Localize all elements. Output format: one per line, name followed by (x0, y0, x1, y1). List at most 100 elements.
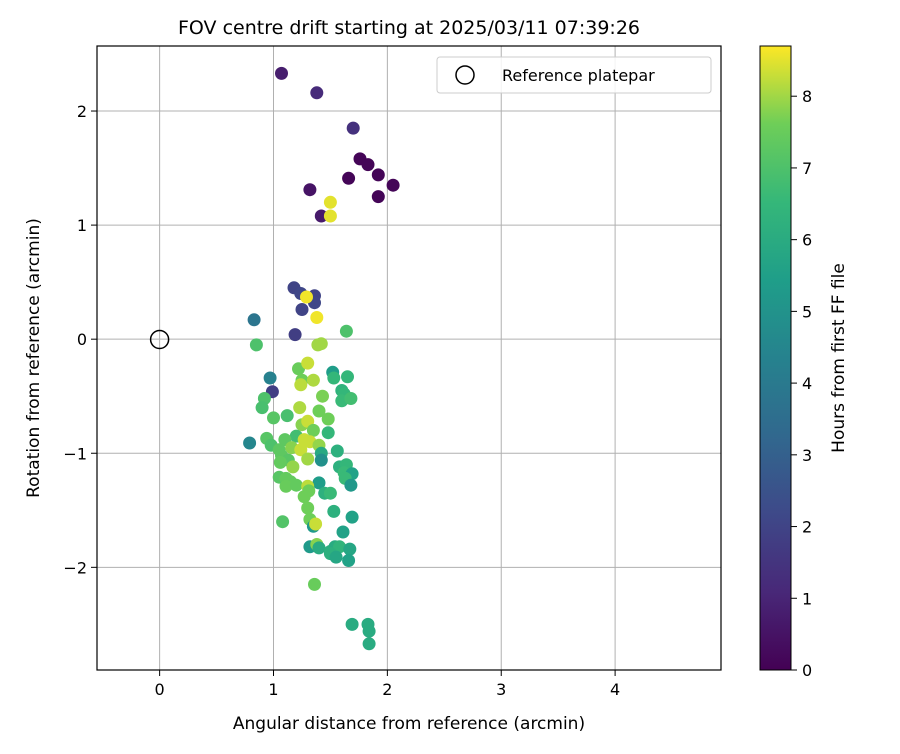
data-point (303, 183, 317, 197)
data-point (346, 121, 360, 135)
data-point (343, 542, 357, 556)
data-point (329, 550, 343, 564)
x-axis-label: Angular distance from reference (arcmin) (233, 714, 585, 734)
data-point (312, 404, 326, 418)
data-point (280, 409, 294, 423)
y-tick-label: −1 (63, 444, 87, 463)
data-point (297, 490, 311, 504)
data-point (288, 328, 302, 342)
colorbar-tick-label: 0 (802, 661, 812, 680)
data-point (306, 373, 320, 387)
data-point (345, 510, 359, 524)
data-point (301, 452, 315, 466)
plot-frame (96, 45, 722, 671)
reference-platepar-marker (149, 329, 170, 350)
data-point (309, 517, 323, 531)
data-point (330, 444, 344, 458)
data-point (243, 436, 257, 450)
colorbar-tick-label: 6 (802, 231, 812, 250)
data-point (249, 338, 263, 352)
data-point (294, 378, 308, 392)
data-point (314, 337, 328, 351)
data-point (333, 540, 346, 554)
data-point (327, 504, 341, 518)
data-point (306, 423, 320, 437)
data-point (316, 389, 329, 403)
data-point (267, 411, 280, 425)
data-point (345, 617, 359, 631)
data-point (301, 356, 315, 370)
y-tick-label: 0 (77, 330, 87, 349)
colorbar-ticks: 0 1 2 3 4 5 6 7 8 (791, 87, 812, 680)
data-point (308, 577, 321, 591)
x-tick-label: 4 (610, 680, 620, 699)
data-point (312, 476, 326, 490)
data-point (321, 426, 335, 440)
data-point (294, 443, 308, 457)
data-point (327, 371, 341, 385)
data-point (310, 311, 324, 324)
data-point (386, 178, 400, 192)
data-point (341, 370, 354, 384)
legend-box (436, 56, 712, 94)
data-point (312, 541, 326, 555)
data-point (289, 478, 303, 492)
data-point (323, 195, 337, 209)
data-point (344, 478, 358, 492)
data-point (273, 455, 287, 469)
data-point (371, 190, 385, 204)
y-axis-label: Rotation from reference (arcmin) (24, 218, 44, 498)
colorbar-tick-label: 3 (802, 446, 812, 465)
data-point (362, 624, 376, 638)
data-point (342, 171, 356, 185)
colorbar-tick-label: 4 (802, 374, 812, 393)
data-point (339, 324, 353, 338)
legend-entry-reference-platepar: Reference platepar (502, 66, 655, 85)
data-point (295, 303, 309, 316)
colorbar-label: Hours from first FF file (829, 263, 849, 453)
colorbar-gradient (759, 45, 792, 671)
x-axis-ticks: 0 1 2 3 4 (155, 670, 620, 699)
legend-reference-icon (455, 65, 475, 85)
data-point (321, 412, 335, 426)
x-tick-label: 2 (382, 680, 392, 699)
colorbar-tick-label: 8 (802, 87, 812, 106)
x-tick-label: 3 (496, 680, 506, 699)
data-point (300, 290, 313, 304)
x-tick-label: 1 (268, 680, 278, 699)
data-point (314, 453, 328, 467)
data-point (286, 460, 300, 474)
data-point (247, 313, 261, 327)
data-point (301, 501, 315, 515)
chart-title: FOV centre drift starting at 2025/03/11 … (178, 17, 640, 39)
y-tick-label: 1 (77, 216, 87, 235)
data-point (362, 637, 376, 651)
data-point (275, 66, 288, 80)
y-tick-label: 2 (77, 102, 87, 121)
legend: Reference platepar (436, 56, 712, 94)
data-point (342, 554, 356, 567)
colorbar-tick-label: 5 (802, 302, 812, 321)
colorbar-tick-label: 1 (802, 589, 812, 608)
data-point (276, 515, 290, 529)
data-point (361, 158, 375, 172)
colorbar: 0 1 2 3 4 5 6 7 8 Hours from first FF file (759, 45, 849, 680)
data-point (323, 209, 337, 223)
data-point (336, 525, 350, 539)
colorbar-tick-label: 7 (802, 159, 812, 178)
data-point (314, 209, 328, 223)
data-point (279, 479, 293, 493)
data-point (344, 392, 358, 405)
data-point (263, 371, 277, 385)
data-points (243, 66, 400, 651)
data-point (323, 486, 337, 500)
x-tick-label: 0 (155, 680, 165, 699)
data-point (310, 86, 324, 100)
y-tick-label: −2 (63, 558, 87, 577)
colorbar-tick-label: 2 (802, 518, 812, 537)
data-point (255, 401, 269, 415)
y-axis-ticks: 2 1 0 −1 −2 (63, 102, 97, 577)
grid-lines (97, 46, 721, 670)
